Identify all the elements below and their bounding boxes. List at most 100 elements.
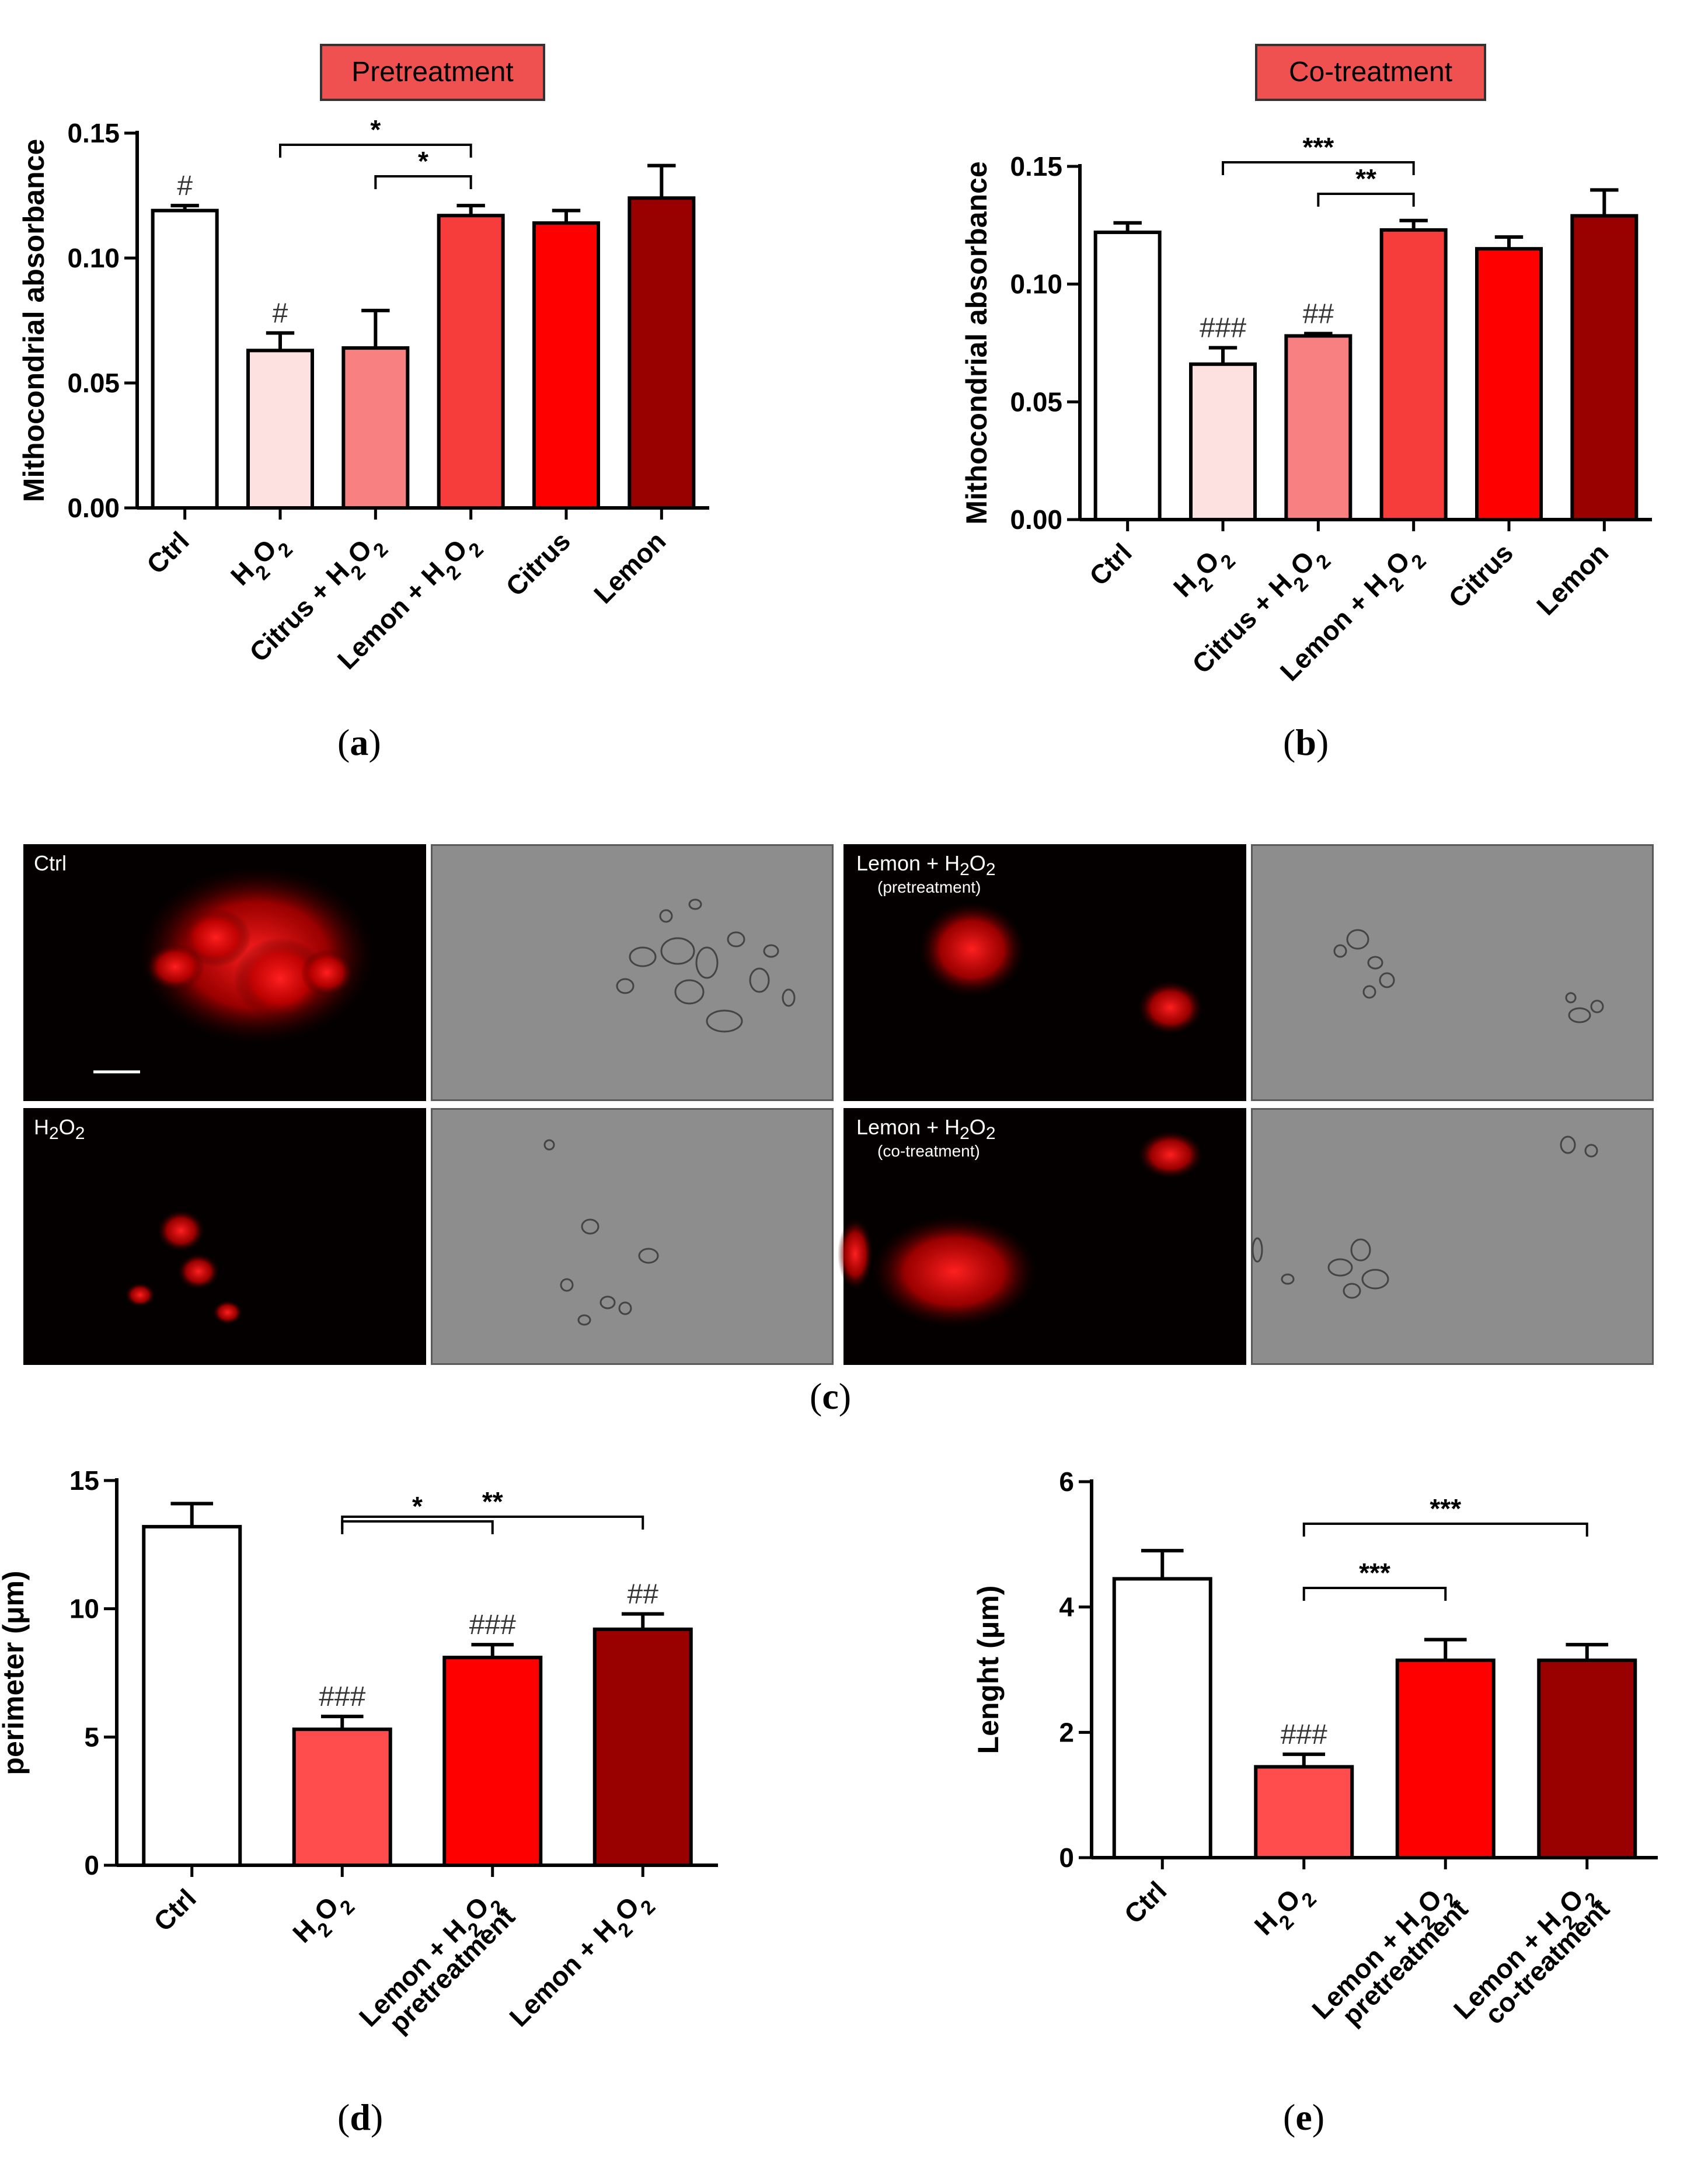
bar: [442, 1656, 543, 1867]
x-tick-label: Lemon + H2O2: [503, 1883, 660, 2039]
bar: [151, 208, 219, 510]
caption-b-letter: b: [1295, 722, 1316, 763]
micrograph-h2o2: H2O2: [23, 1108, 426, 1365]
significance-label: *: [370, 114, 381, 145]
mask-lemon-pretreatment: [1251, 844, 1654, 1101]
x-tick-label-line: Lemon + H2O2: [1448, 1875, 1604, 2032]
y-tick-label: 5: [84, 1722, 99, 1752]
y-tick-label: 2: [1059, 1717, 1074, 1747]
mask-lemon-cotreatment: [1251, 1108, 1654, 1365]
bar: [437, 214, 505, 510]
significance-label: ***: [1302, 132, 1334, 162]
significance-hash: #: [177, 170, 193, 201]
caption-d-letter: d: [350, 2096, 371, 2138]
x-tick-label: Lemon: [1531, 537, 1614, 621]
bar: [1570, 214, 1639, 521]
caption-e: (e): [1283, 2096, 1325, 2138]
x-tick-label: Ctrl: [1083, 537, 1138, 591]
mask-ctrl: [431, 844, 834, 1101]
bar: [628, 196, 696, 510]
y-axis-label: Mithocondrial absorbance: [18, 139, 50, 502]
significance-bracket: [1302, 1523, 1588, 1537]
significance-bracket: [1302, 1587, 1447, 1601]
ctrl-fluorescence: [93, 868, 374, 1074]
x-tick-label: H2O2: [1248, 1875, 1320, 1948]
cotreatment-outlines: [1252, 1135, 1598, 1299]
x-tick-label-line: H2O2: [1248, 1875, 1320, 1948]
significance-hash: ###: [319, 1681, 365, 1712]
x-tick-label-line: Lemon: [588, 525, 671, 609]
significance-hash: #: [273, 298, 288, 329]
x-tick-label-line: H2O2: [225, 525, 297, 598]
bar: [1395, 1658, 1496, 1859]
x-tick-label: Ctrl: [148, 1883, 202, 1937]
x-tick-label-line: Ctrl: [1118, 1875, 1173, 1929]
bar: [1537, 1658, 1637, 1859]
bar: [1284, 334, 1353, 522]
significance-bracket: [1317, 193, 1415, 207]
bar: [292, 1727, 392, 1867]
bar: [1379, 228, 1448, 521]
y-axis-label: Mithocondrial absorbance: [960, 161, 993, 524]
caption-b: (b): [1283, 722, 1329, 763]
x-tick-label-line: Citrus: [1442, 537, 1519, 614]
x-tick-label-line: Lemon + H2O2: [353, 1883, 510, 2039]
x-tick-label-line: H2O2: [287, 1883, 359, 1955]
y-tick-label: 10: [69, 1594, 99, 1624]
h2o2-outlines: [543, 1139, 659, 1326]
y-tick-label: 0.15: [1010, 151, 1062, 182]
significance-label: **: [1355, 163, 1376, 194]
x-tick-label: Lemon: [588, 525, 671, 609]
panel-b-title: Co-treatment: [1255, 44, 1486, 101]
x-tick-label: Citrus: [1442, 537, 1519, 614]
bar: [1475, 247, 1543, 521]
pretreatment-outlines: [1333, 929, 1604, 1023]
y-tick-label: 0.10: [67, 243, 120, 273]
y-tick-label: 0.05: [67, 368, 120, 398]
significance-hash: ##: [628, 1579, 659, 1610]
x-tick-label-line: Ctrl: [148, 1883, 202, 1937]
label-lemon-pretreatment: Lemon + H2O2: [856, 851, 996, 880]
bar: [142, 1525, 242, 1867]
y-tick-label: 0.05: [1010, 386, 1062, 417]
bar: [1112, 1577, 1212, 1859]
significance-label: ***: [1430, 1493, 1461, 1524]
x-tick-label-line: Ctrl: [141, 525, 195, 580]
y-tick-label: 0: [1059, 1842, 1074, 1873]
y-axis-label: Lenght (μm): [972, 1586, 1005, 1754]
significance-bracket: [341, 1516, 644, 1530]
ctrl-outlines: [616, 898, 796, 1033]
caption-e-letter: e: [1295, 2096, 1312, 2138]
significance-bracket: [1222, 161, 1415, 175]
cotreatment-fluorescence: [838, 1131, 1202, 1327]
y-axis-label: perimeter (μm): [0, 1570, 30, 1775]
y-tick-label: 0.10: [1010, 269, 1062, 299]
x-tick-label: Ctrl: [141, 525, 195, 580]
y-tick-label: 15: [69, 1465, 99, 1496]
x-tick-label-line: Lemon + H2O2: [503, 1883, 660, 2039]
bar: [1189, 362, 1257, 521]
significance-bracket: [341, 1520, 494, 1534]
bar: [246, 349, 314, 510]
caption-c: (c): [810, 1375, 852, 1417]
mask-h2o2: [431, 1108, 834, 1365]
y-tick-label: 0: [84, 1850, 99, 1880]
caption-a: (a): [337, 722, 381, 763]
significance-label: **: [482, 1486, 503, 1517]
x-tick-label: H2O2: [1167, 545, 1240, 603]
caption-a-letter: a: [350, 722, 369, 763]
chart-a: 0.00 0.05 0.10 0.15 Mithocondrial absorbance…: [18, 114, 709, 675]
significance-label: ***: [1359, 1558, 1390, 1588]
caption-c-letter: c: [822, 1375, 839, 1417]
sublabel-cotreatment: (co-treatment): [877, 1142, 980, 1160]
significance-bracket: [279, 144, 472, 158]
significance-hash: ###: [1200, 313, 1246, 344]
bar: [592, 1627, 693, 1867]
significance-hash: ##: [1303, 298, 1334, 329]
label-h2o2: H2O2: [34, 1115, 85, 1144]
significance-label: *: [412, 1491, 423, 1521]
